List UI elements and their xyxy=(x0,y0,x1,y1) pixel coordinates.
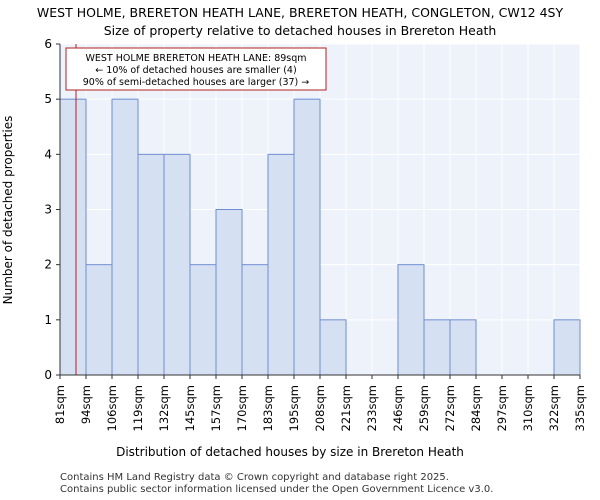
x-tick-label: 221sqm xyxy=(339,385,353,431)
bar xyxy=(189,264,217,376)
bars xyxy=(59,98,581,376)
x-ticks: 81sqm 94sqm 106sqm 119sqm 132sqm 145sqm 157sqm… xyxy=(53,375,587,431)
bar xyxy=(553,319,581,376)
footer-line-2: Contains public sector information licen… xyxy=(60,484,494,495)
x-tick-label: 132sqm xyxy=(157,385,171,431)
x-tick-label: 246sqm xyxy=(391,385,405,431)
bar xyxy=(85,264,113,376)
y-ticks: 0 1 2 3 4 5 6 xyxy=(44,37,60,382)
bar xyxy=(449,319,477,376)
x-tick-label: 183sqm xyxy=(261,385,275,431)
y-tick-label: 0 xyxy=(44,368,52,382)
x-tick-label: 195sqm xyxy=(287,385,301,431)
y-tick-label: 4 xyxy=(44,147,52,161)
bar xyxy=(137,153,165,376)
y-tick-label: 5 xyxy=(44,92,52,106)
x-tick-label: 170sqm xyxy=(235,385,249,431)
annotation-line-3: 90% of semi-detached houses are larger (… xyxy=(83,77,310,88)
x-tick-label: 157sqm xyxy=(209,385,223,431)
footer-line-1: Contains HM Land Registry data © Crown c… xyxy=(60,472,449,483)
x-tick-label: 322sqm xyxy=(547,385,561,431)
x-tick-label: 119sqm xyxy=(131,385,145,431)
annotation-box: WEST HOLME BRERETON HEATH LANE: 89sqm ← … xyxy=(65,47,327,91)
y-tick-label: 2 xyxy=(44,258,52,272)
x-axis-label: Distribution of detached houses by size … xyxy=(116,445,464,459)
bar xyxy=(293,98,321,376)
bar xyxy=(241,264,269,376)
bar xyxy=(215,209,243,376)
x-tick-label: 335sqm xyxy=(573,385,587,431)
chart-title: WEST HOLME, BRERETON HEATH LANE, BRERETO… xyxy=(37,5,564,20)
x-tick-label: 233sqm xyxy=(365,385,379,431)
x-tick-label: 94sqm xyxy=(79,385,93,424)
bar xyxy=(267,153,295,376)
bar xyxy=(111,98,139,376)
bar xyxy=(397,264,425,376)
bar xyxy=(319,319,347,376)
bar xyxy=(59,98,87,376)
bar xyxy=(423,319,451,376)
x-tick-label: 208sqm xyxy=(313,385,327,431)
x-tick-label: 284sqm xyxy=(469,385,483,431)
x-tick-label: 106sqm xyxy=(105,385,119,431)
chart-subtitle: Size of property relative to detached ho… xyxy=(104,23,497,38)
y-tick-label: 1 xyxy=(44,313,52,327)
x-tick-label: 297sqm xyxy=(495,385,509,431)
annotation-line-2: ← 10% of detached houses are smaller (4) xyxy=(95,65,296,76)
annotation-line-1: WEST HOLME BRERETON HEATH LANE: 89sqm xyxy=(85,53,306,64)
y-tick-label: 3 xyxy=(44,203,52,217)
x-tick-label: 310sqm xyxy=(521,385,535,431)
x-tick-label: 272sqm xyxy=(443,385,457,431)
x-tick-label: 145sqm xyxy=(183,385,197,431)
y-tick-label: 6 xyxy=(44,37,52,51)
y-axis-label: Number of detached properties xyxy=(1,116,15,305)
x-tick-label: 81sqm xyxy=(53,385,67,424)
x-tick-label: 259sqm xyxy=(417,385,431,431)
bar xyxy=(163,153,191,376)
